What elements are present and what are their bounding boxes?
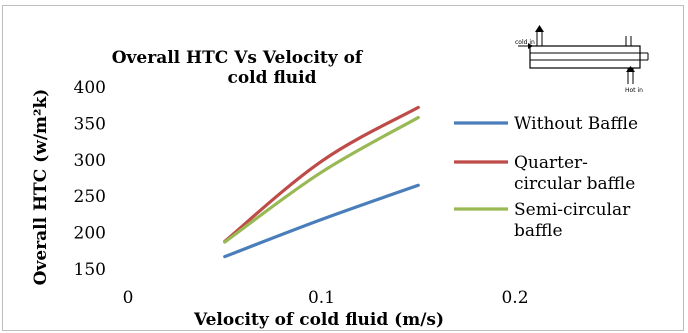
series-layer (223, 105, 420, 259)
legend-label-2: circular baffle (514, 174, 635, 194)
chart-frame (2, 5, 684, 331)
diagram-label-cold-in: cold in (515, 39, 535, 46)
legend-label-3: Semi-circular (514, 200, 631, 220)
x-axis-title: Velocity of cold fluid (m/s) (193, 310, 444, 330)
series-line-1 (223, 183, 420, 259)
legend-label-1: Without Baffle (514, 114, 638, 134)
y-tick-label: 150 (74, 260, 106, 280)
y-tick-label: 300 (74, 151, 106, 171)
series-line-2 (223, 105, 420, 243)
x-tick-label: 0.1 (308, 288, 335, 308)
heat-exchanger-diagram: cold in Hot in (515, 25, 649, 94)
legend-label-3: baffle (514, 221, 563, 241)
y-axis-title: Overall HTC (w/m²k) (31, 89, 51, 286)
y-tick-label: 250 (74, 187, 106, 207)
legend: Without Baffle Quarter-circular baffle Sem… (454, 114, 638, 241)
chart-title-line-2: cold fluid (227, 68, 316, 88)
x-tick-labels: 0 0.1 0.2 (123, 288, 529, 308)
y-tick-label: 200 (74, 224, 106, 244)
chart-title-line-1: Overall HTC Vs Velocity of (112, 48, 364, 68)
series-line-3 (223, 115, 420, 244)
x-tick-label: 0 (123, 288, 134, 308)
x-tick-label: 0.2 (501, 288, 528, 308)
y-tick-label: 400 (74, 78, 106, 98)
y-tick-label: 350 (74, 114, 106, 134)
legend-label-2: Quarter- (514, 153, 588, 173)
diagram-label-hot-in: Hot in (625, 87, 643, 94)
y-tick-labels: 150 200 250 300 350 400 (74, 78, 106, 280)
